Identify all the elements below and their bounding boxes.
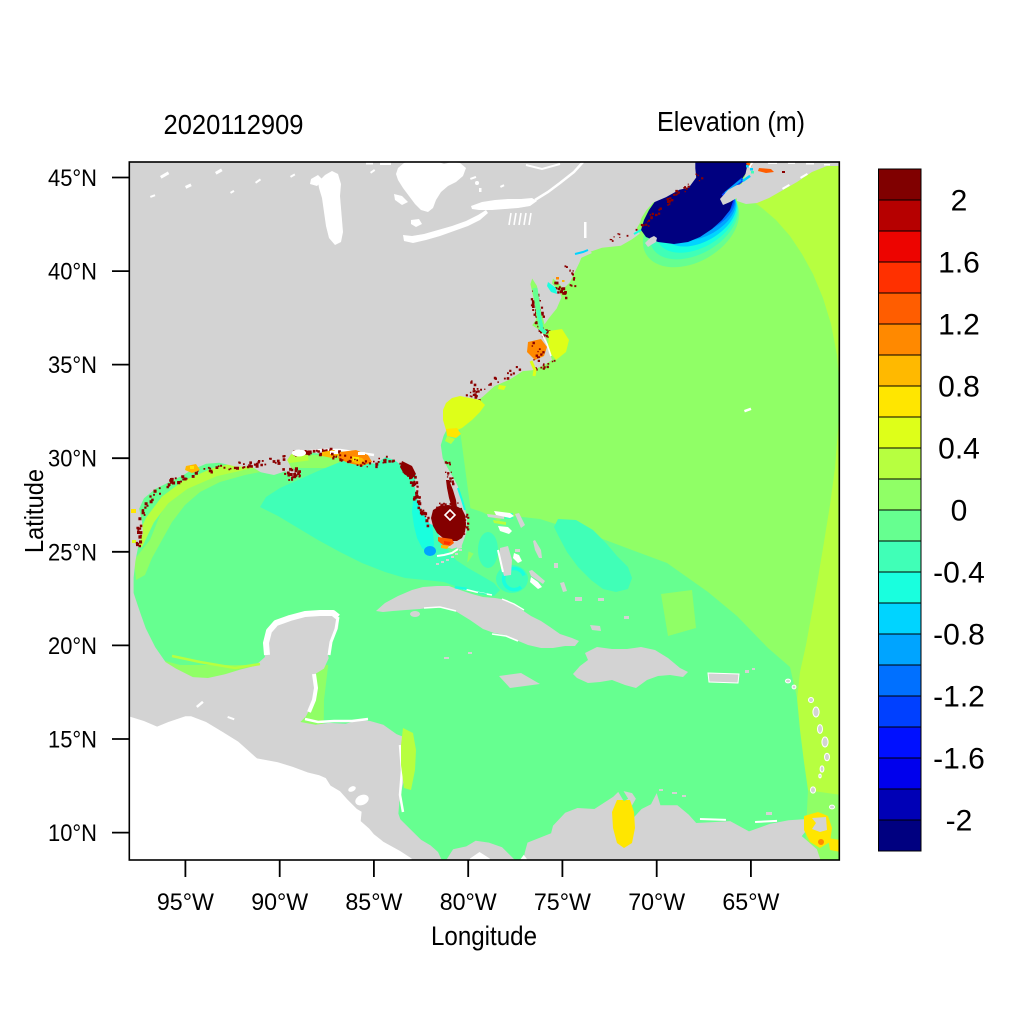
svg-text:95°W: 95°W — [157, 889, 214, 916]
svg-text:0: 0 — [951, 495, 968, 528]
svg-text:1.6: 1.6 — [938, 247, 980, 280]
svg-text:10°N: 10°N — [48, 820, 97, 847]
svg-text:75°W: 75°W — [534, 889, 591, 916]
svg-text:30°N: 30°N — [48, 446, 97, 473]
svg-text:Longitude: Longitude — [431, 921, 537, 951]
svg-text:35°N: 35°N — [48, 352, 97, 379]
svg-text:70°W: 70°W — [628, 889, 685, 916]
svg-text:20°N: 20°N — [48, 633, 97, 660]
svg-text:Latitude: Latitude — [19, 469, 49, 553]
svg-text:0.4: 0.4 — [938, 433, 980, 466]
svg-text:-0.8: -0.8 — [933, 619, 985, 652]
svg-text:2020112909: 2020112909 — [164, 109, 304, 140]
svg-text:1.2: 1.2 — [938, 309, 980, 342]
svg-text:80°W: 80°W — [440, 889, 497, 916]
svg-text:45°N: 45°N — [48, 165, 97, 192]
svg-text:65°W: 65°W — [722, 889, 779, 916]
svg-text:2: 2 — [951, 185, 968, 218]
svg-text:-2: -2 — [946, 805, 973, 838]
svg-text:0.8: 0.8 — [938, 371, 980, 404]
svg-text:-1.2: -1.2 — [933, 681, 985, 714]
svg-text:90°W: 90°W — [251, 889, 308, 916]
svg-text:85°W: 85°W — [345, 889, 402, 916]
svg-text:40°N: 40°N — [48, 259, 97, 286]
svg-text:-0.4: -0.4 — [933, 557, 985, 590]
svg-text:25°N: 25°N — [48, 539, 97, 566]
svg-text:-1.6: -1.6 — [933, 743, 985, 776]
svg-text:Elevation (m): Elevation (m) — [657, 106, 805, 137]
svg-text:15°N: 15°N — [48, 727, 97, 754]
